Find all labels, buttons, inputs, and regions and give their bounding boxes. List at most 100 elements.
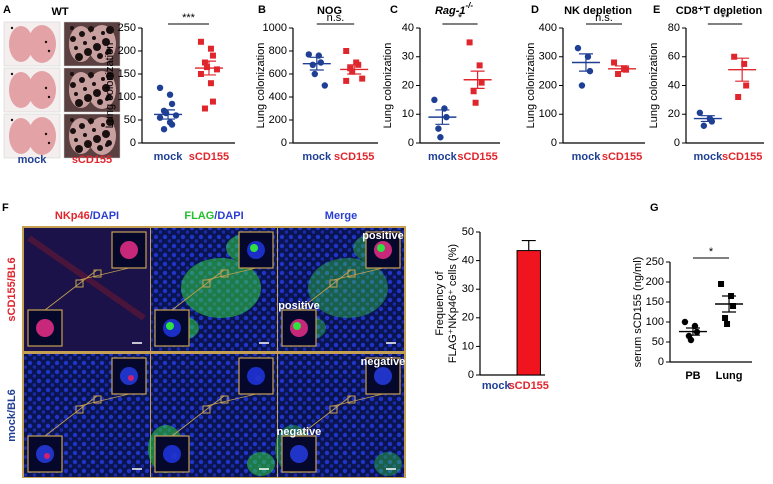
chart-title-text: Rag-1 [435,5,466,17]
y-tick-label: 0 [658,356,664,368]
data-point [718,281,725,287]
data-point [160,126,168,133]
metastasis [105,143,109,147]
roi-connector [171,269,225,311]
significance-label: ** [721,12,730,24]
metastasis [47,95,51,99]
y-tick-label: 80 [668,22,680,34]
significance-label: n.s. [595,12,613,24]
metastasis [75,53,83,61]
data-point [201,105,208,112]
data-point [166,91,174,98]
metastasis [97,99,103,105]
column-title: Merge [325,210,357,222]
column-title-part: Merge [325,210,357,222]
x-tick-label: sCD155 [334,151,374,163]
metastasis [74,92,78,96]
x-tick-label: PB [685,370,700,382]
significance-label: * [458,12,463,24]
data-point [466,39,473,46]
data-point [700,122,708,129]
roi [347,269,356,278]
data-point [735,94,742,100]
lung-lobe [28,71,56,109]
y-tick-label: 20 [402,79,414,91]
x-tick-label: sCD155 [602,151,642,163]
cell [120,241,138,259]
metastasis [44,132,48,136]
photo-label: sCD155 [72,154,112,166]
data-point [611,59,618,66]
metastasis [74,46,78,50]
y-tick-label: 0 [130,137,136,149]
sem-bar [470,70,485,89]
metastasis [84,140,92,148]
metastasis [47,49,51,53]
y-tick-label: 0 [281,137,287,149]
chart-title-text: CD8⁺T depletion [676,5,763,17]
y-tick-label: 200 [646,276,664,288]
metastasis [10,72,14,76]
data-point [359,75,366,82]
metastasis [92,36,96,40]
y-tick-label: 1000 [263,22,287,34]
y-tick-label: 0 [551,137,557,149]
panel-letter: G [650,202,659,214]
data-point [472,99,479,106]
lung-lobe [9,26,33,62]
y-tick-label: 20 [462,312,474,324]
sem-bar [735,57,750,82]
chart-title: Rag-1-/- [435,1,473,17]
sem-bar [201,60,216,76]
metastasis [92,128,96,132]
y-tick-label: 10 [462,340,474,352]
x-tick-label: mock [428,151,458,163]
y-tick-label: 60 [668,51,680,63]
data-point [731,53,738,60]
data-point [696,109,704,117]
cell-nk [44,453,50,459]
x-tick-label: mock [154,151,184,163]
panel-letter: F [2,202,9,214]
column-title-part: /DAPI [90,210,119,222]
data-point [741,60,748,67]
metastasis [44,40,48,44]
inset [365,357,401,395]
data-point [311,70,318,78]
metastasis [93,135,101,143]
y-tick-label: 800 [269,45,287,57]
data-point [207,80,214,87]
data-point [209,52,216,59]
x-tick-label: Lung [716,370,743,382]
y-tick-label: 40 [462,255,474,267]
metastasis [83,87,87,91]
cell-nk [171,453,177,459]
panel-letter: B [258,4,266,16]
y-tick-label: 40 [402,22,414,34]
y-tick-label: 250 [646,256,664,268]
roi-connector [78,393,130,407]
y-tick-label: 150 [118,68,136,80]
metastasis [101,31,105,35]
roi-connector [78,267,130,281]
metastasis [105,97,109,101]
data-point [209,98,216,105]
y-tick-label: 600 [269,68,287,80]
photo-title: WT [51,6,68,18]
data-point [722,315,729,321]
y-tick-label: 100 [539,108,557,120]
metastasis [79,123,85,129]
panel-letter: E [653,4,660,16]
lung-lobe [28,25,56,63]
data-point [687,336,695,344]
column-title-part: /DAPI [214,210,243,222]
y-tick-label: 200 [118,45,136,57]
cell-nk [255,375,261,381]
sem-bar [161,109,176,120]
data-point [213,66,220,73]
metastasis [70,82,76,88]
y-tick-label: 250 [118,22,136,34]
roi [93,269,102,278]
data-point [309,61,316,68]
